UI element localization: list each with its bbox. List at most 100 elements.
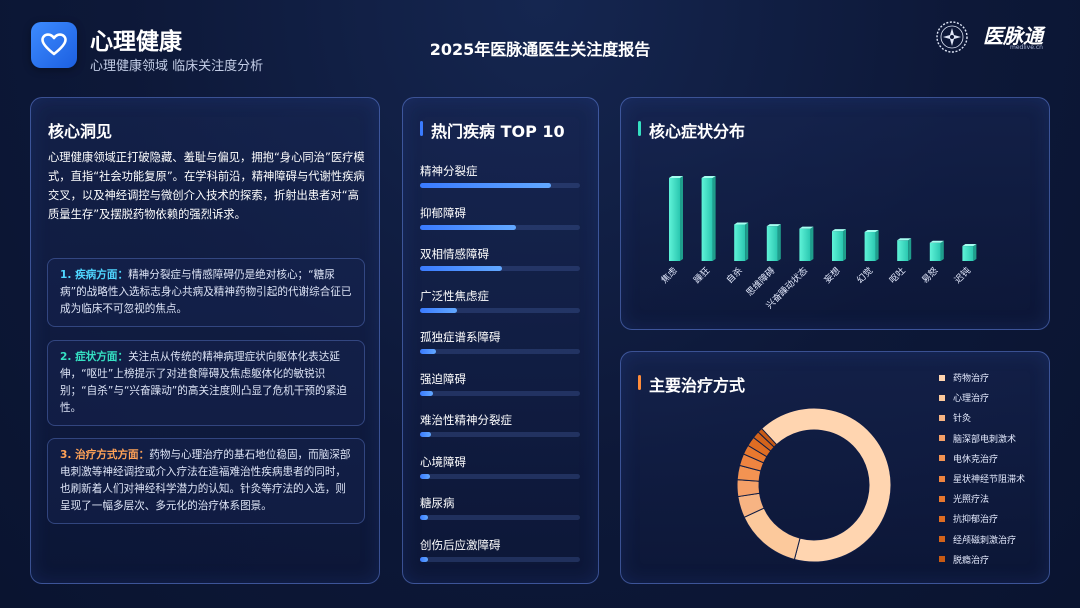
symptom-label: 自杀 xyxy=(724,265,745,286)
disease-label: 精神分裂症 xyxy=(420,164,478,178)
legend-label: 抗抑郁治疗 xyxy=(953,515,999,526)
title-accent-bar xyxy=(420,121,423,136)
legend-item: 经颅磁刺激治疗 xyxy=(939,533,1016,546)
treatments-title: 主要治疗方式 xyxy=(649,376,746,395)
legend-swatch xyxy=(939,435,945,442)
symptom-bar-cap xyxy=(864,229,879,232)
legend-swatch xyxy=(939,374,945,381)
symptom-bar xyxy=(929,242,941,261)
symptom-bar-cap xyxy=(766,224,781,227)
symptom-bar-side xyxy=(875,229,879,261)
title-accent-bar xyxy=(638,121,641,136)
legend-item: 针灸 xyxy=(939,411,971,424)
symptom-bar-cap xyxy=(734,222,749,225)
disease-bar-track xyxy=(420,515,580,520)
symptom-label: 呕吐 xyxy=(887,265,908,286)
insights-panel: 核心洞见 心理健康领域正打破隐藏、羞耻与偏见，拥抱“身心同治”医疗模式，直指“社… xyxy=(30,97,380,584)
symptom-label: 焦虑 xyxy=(658,265,679,286)
symptom-bar-cap xyxy=(701,176,716,178)
symptom-label: 幻觉 xyxy=(854,265,875,286)
symptom-bar-side xyxy=(908,238,912,261)
disease-label: 强迫障碍 xyxy=(420,371,466,386)
legend-item: 药物治疗 xyxy=(939,371,989,384)
legend-item: 电休克治疗 xyxy=(939,452,998,465)
disease-bar xyxy=(420,266,502,271)
legend-swatch xyxy=(939,556,945,563)
symptom-bar-cap xyxy=(929,240,944,243)
disease-bar-track xyxy=(420,266,580,271)
legend-item: 星状神经节阻滞术 xyxy=(939,472,1025,485)
symptom-bar-side xyxy=(810,226,814,261)
page-title: 心理健康 xyxy=(90,29,182,55)
legend-label: 脱瘾治疗 xyxy=(953,555,990,566)
insight-item-treatment: 3. 治疗方式方面：药物与心理治疗的基石地位稳固，而脑深部电刺激等神经调控或介入… xyxy=(47,438,365,524)
symptom-bar xyxy=(864,231,876,261)
symptom-label: 易怒 xyxy=(919,265,940,286)
insight-heading: 3. 治疗方式方面： xyxy=(60,449,150,461)
legend-swatch xyxy=(939,414,945,421)
legend-label: 光照疗法 xyxy=(953,495,990,506)
heart-icon xyxy=(41,33,67,56)
treatment-slice xyxy=(760,407,892,563)
legend-swatch xyxy=(939,394,945,401)
legend-label: 经颅磁刺激治疗 xyxy=(953,535,1017,546)
app-icon xyxy=(31,22,77,68)
disease-bar xyxy=(420,224,516,230)
symptom-bar xyxy=(832,231,843,261)
symptom-label: 躁狂 xyxy=(692,265,713,286)
top-diseases-title: 热门疾病 TOP 10 xyxy=(431,122,565,141)
disease-bar xyxy=(420,183,552,188)
legend-label: 星状神经节阻滞术 xyxy=(953,475,1026,485)
legend-item: 心理治疗 xyxy=(939,391,989,404)
treatment-slice xyxy=(743,507,801,561)
disease-bar-track xyxy=(420,432,580,437)
symptom-bar xyxy=(799,228,811,261)
insight-heading: 2. 症状方面： xyxy=(60,351,129,363)
top-diseases-panel: 热门疾病 TOP 10 精神分裂症 抑郁障碍 双相情感障碍 广泛性焦虑症 孤独症谱系障碍… xyxy=(402,97,599,584)
legend-label: 电休克治疗 xyxy=(953,454,999,465)
disease-label: 双相情感障碍 xyxy=(420,247,489,261)
disease-label: 难治性精神分裂症 xyxy=(420,413,512,427)
legend-item: 光照疗法 xyxy=(939,492,989,505)
symptom-bar xyxy=(766,226,778,261)
disease-label: 孤独症谱系障碍 xyxy=(420,330,501,344)
legend-item: 脑深部电刺激术 xyxy=(939,432,1016,445)
symptom-bar xyxy=(701,178,713,261)
symptom-bar-cap xyxy=(669,176,683,178)
disease-bar-track xyxy=(420,183,580,188)
insight-body: 药物与心理治疗的基石地位稳固，而脑深部电刺激等神经调控或介入疗法在造福难治性疾病… xyxy=(60,449,351,512)
insight-body: 精神分裂症与情感障碍仍是绝对核心；“糖尿病”的战略性入选标志身心共病及精神药物引… xyxy=(60,269,352,315)
insight-heading: 1. 疾病方面： xyxy=(60,269,129,281)
symptom-bar-cap xyxy=(832,229,846,232)
disease-bar xyxy=(420,432,432,437)
symptom-bar-cap xyxy=(897,238,912,241)
legend-label: 药物治疗 xyxy=(953,374,990,384)
emblem-logo-icon xyxy=(936,21,968,53)
legend-item: 脱瘾治疗 xyxy=(939,553,989,566)
insight-item-symptom: 2. 症状方面：关注点从传统的精神病理症状向躯体化表达延伸，“呕吐”上榜提示了对… xyxy=(47,340,365,426)
disease-bar xyxy=(420,515,428,520)
insight-body: 关注点从传统的精神病理症状向躯体化表达延伸，“呕吐”上榜提示了对进食障碍及焦虑躯… xyxy=(60,351,347,414)
treatments-panel: 主要治疗方式 药物治疗心理治疗针灸脑深部电刺激术 电休克治疗星状神经节阻滞术 光照疗… xyxy=(620,351,1050,584)
legend-label: 针灸 xyxy=(953,414,972,425)
symptom-bar xyxy=(962,246,974,261)
disease-label: 糖尿病 xyxy=(420,496,455,510)
disease-bar-track xyxy=(420,224,580,230)
brand-logo: 医脉通 xyxy=(983,24,1043,48)
treatment-slice xyxy=(757,427,778,448)
legend-label: 脑深部电刺激术 xyxy=(953,434,1017,445)
disease-bar xyxy=(420,307,457,313)
symptom-bar-side xyxy=(973,244,977,261)
symptom-bar xyxy=(669,178,680,261)
symptoms-panel: 核心症状分布 焦虑 躁狂 自杀 思维障碍 兴奋躁动状态 妄想 幻觉 呕吐 易怒 迟钝 xyxy=(620,97,1050,330)
symptom-bar-side xyxy=(745,222,749,261)
legend-item: 抗抑郁治疗 xyxy=(939,512,998,525)
disease-bar xyxy=(420,390,433,396)
symptom-bar-side xyxy=(940,240,944,261)
disease-label: 抑郁障碍 xyxy=(420,205,466,220)
symptom-bar-side xyxy=(712,176,716,261)
symptoms-title: 核心症状分布 xyxy=(649,122,746,141)
disease-bar-track xyxy=(420,473,580,479)
insights-intro: 心理健康领域正打破隐藏、羞耻与偏见，拥抱“身心同治”医疗模式，直指“社会功能复原… xyxy=(48,151,365,221)
